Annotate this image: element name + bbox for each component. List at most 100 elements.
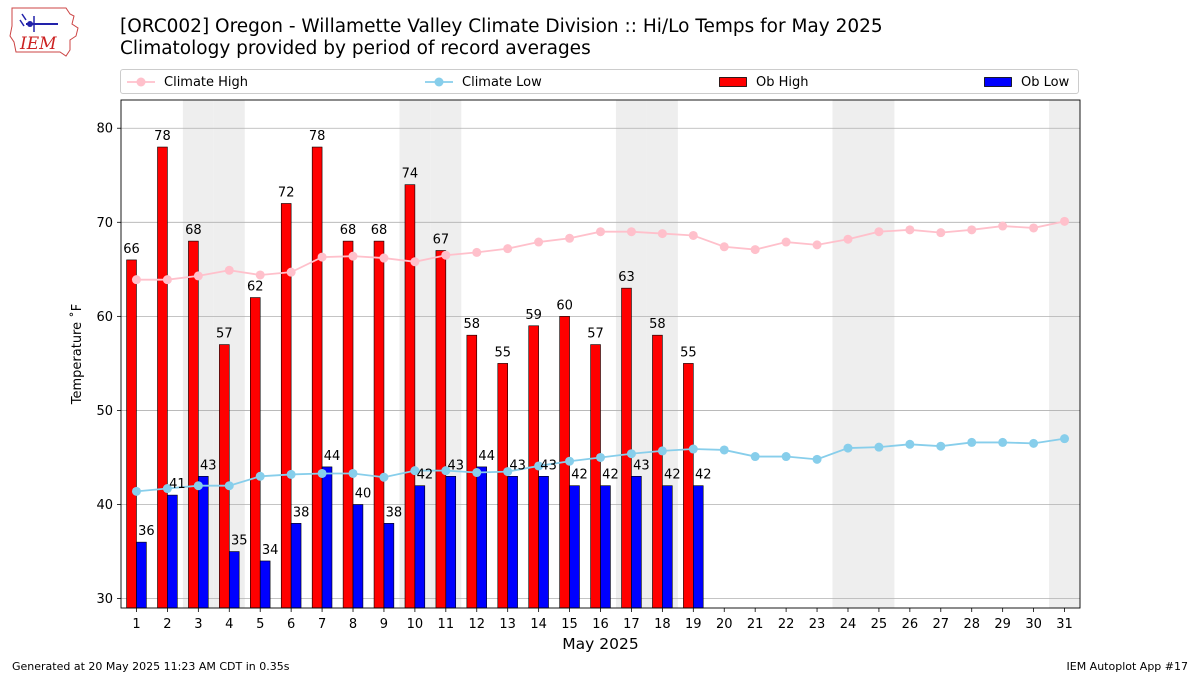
xtick-label-9: 9 — [380, 617, 388, 632]
legend-ob-low: Ob Low — [984, 73, 1069, 91]
xtick-label-31: 31 — [1056, 617, 1073, 632]
bar-ob-high-day-4 — [219, 344, 230, 609]
point-climate-low-day-11 — [441, 466, 451, 476]
bar-ob-high-day-3 — [188, 240, 199, 609]
legend-climate-low: Climate Low — [425, 73, 542, 91]
label-ob-high-day-6: 72 — [278, 185, 295, 200]
label-ob-low-day-3: 43 — [200, 458, 217, 473]
point-climate-low-day-22 — [781, 452, 791, 462]
xtick-label-16: 16 — [592, 617, 609, 632]
point-climate-low-day-14 — [534, 461, 544, 471]
legend-climate-high-label: Climate High — [164, 74, 249, 90]
xtick-label-6: 6 — [287, 617, 295, 632]
point-climate-high-day-8 — [348, 251, 358, 261]
bar-ob-low-day-5 — [259, 560, 271, 609]
point-climate-low-day-20 — [719, 445, 729, 455]
label-ob-high-day-8: 68 — [340, 223, 357, 238]
ytick-label-40: 40 — [96, 498, 113, 513]
point-climate-low-day-31 — [1060, 434, 1070, 444]
point-climate-low-day-28 — [967, 437, 977, 447]
point-climate-high-day-25 — [874, 227, 884, 237]
point-climate-high-day-20 — [719, 242, 729, 252]
bar-ob-high-day-11 — [435, 250, 447, 609]
bar-ob-high-day-8 — [342, 240, 354, 609]
label-ob-low-day-6: 38 — [293, 505, 310, 520]
label-ob-low-day-4: 35 — [231, 534, 248, 549]
point-climate-low-day-21 — [750, 452, 760, 462]
label-ob-high-day-19: 55 — [680, 345, 697, 360]
bar-ob-high-day-6 — [280, 203, 292, 609]
label-ob-low-day-5: 34 — [262, 543, 279, 558]
xtick-label-10: 10 — [407, 617, 424, 632]
ytick-label-50: 50 — [96, 404, 113, 419]
label-ob-high-day-2: 78 — [154, 129, 171, 144]
y-axis-label: Temperature ˚F — [69, 304, 85, 405]
legend-ob-high-label: Ob High — [756, 74, 809, 90]
iem-logo: IEM — [8, 6, 82, 58]
xtick-label-19: 19 — [685, 617, 702, 632]
point-climate-low-day-23 — [812, 454, 822, 464]
bar-ob-low-day-1 — [136, 541, 147, 609]
bar-ob-high-day-9 — [373, 240, 385, 609]
point-climate-low-day-1 — [131, 486, 141, 496]
title-line2: Climatology provided by period of record… — [120, 38, 591, 59]
bar-ob-high-day-10 — [404, 184, 416, 609]
bar-ob-high-day-7 — [311, 146, 323, 609]
point-climate-high-day-21 — [750, 245, 760, 255]
point-climate-high-day-2 — [162, 275, 172, 285]
weekend-shade-day-24 — [832, 100, 864, 608]
legend-climate-low-marker — [425, 77, 453, 87]
point-climate-low-day-18 — [657, 446, 667, 456]
label-ob-low-day-12: 44 — [478, 449, 495, 464]
point-climate-high-day-12 — [472, 247, 482, 257]
xtick-label-11: 11 — [438, 617, 455, 632]
point-climate-low-day-24 — [843, 443, 853, 453]
xtick-label-28: 28 — [963, 617, 980, 632]
bar-ob-high-day-1 — [126, 259, 137, 609]
bar-ob-high-day-16 — [590, 344, 601, 609]
ytick-label-80: 80 — [96, 122, 113, 137]
point-climate-low-day-2 — [162, 484, 172, 494]
label-ob-high-day-11: 67 — [433, 233, 450, 248]
xtick-label-30: 30 — [1025, 617, 1042, 632]
label-ob-high-day-5: 62 — [247, 280, 264, 295]
point-climate-high-day-3 — [193, 271, 203, 281]
weekend-shade-day-31 — [1049, 100, 1080, 608]
point-climate-low-day-25 — [874, 442, 884, 452]
legend-climate-low-label: Climate Low — [462, 74, 542, 90]
label-ob-high-day-7: 78 — [309, 129, 326, 144]
bar-ob-low-day-13 — [507, 475, 518, 609]
point-climate-high-day-28 — [967, 225, 977, 235]
point-climate-high-day-10 — [410, 257, 420, 267]
point-climate-low-day-4 — [224, 481, 234, 491]
legend-ob-high-swatch — [719, 77, 747, 87]
point-climate-low-day-7 — [317, 468, 327, 478]
point-climate-low-day-13 — [503, 467, 513, 477]
point-climate-high-day-9 — [379, 253, 389, 263]
legend-climate-high-marker — [127, 77, 155, 87]
point-climate-low-day-10 — [410, 466, 420, 476]
bar-ob-low-day-11 — [445, 475, 457, 609]
bar-ob-high-day-2 — [157, 146, 168, 609]
weekend-shade-day-25 — [863, 100, 895, 608]
point-climate-high-day-11 — [441, 250, 451, 260]
bar-ob-high-day-17 — [621, 287, 632, 609]
legend-ob-low-swatch — [984, 77, 1012, 87]
xtick-label-20: 20 — [716, 617, 733, 632]
bar-ob-low-day-3 — [198, 475, 209, 609]
label-ob-low-day-17: 43 — [633, 458, 650, 473]
label-ob-high-day-10: 74 — [402, 167, 419, 182]
point-climate-high-day-26 — [905, 225, 915, 235]
label-ob-low-day-19: 42 — [695, 468, 712, 483]
point-climate-high-day-14 — [534, 237, 544, 247]
bar-ob-low-day-4 — [228, 551, 240, 609]
title-line1: [ORC002] Oregon - Willamette Valley Clim… — [120, 16, 883, 37]
label-ob-high-day-16: 57 — [587, 327, 604, 342]
point-climate-low-day-30 — [1029, 438, 1039, 448]
bar-ob-low-day-15 — [569, 485, 580, 609]
point-climate-high-day-1 — [131, 275, 141, 285]
chart-title: [ORC002] Oregon - Willamette Valley Clim… — [120, 16, 883, 60]
label-ob-low-day-18: 42 — [664, 468, 681, 483]
xtick-label-3: 3 — [194, 617, 202, 632]
point-climate-high-day-18 — [657, 229, 667, 239]
